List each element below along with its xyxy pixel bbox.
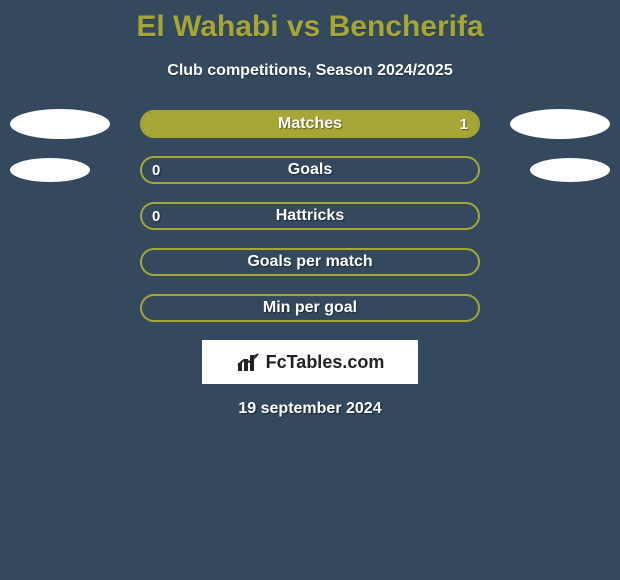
stat-label: Hattricks: [142, 204, 478, 228]
stat-bar: Min per goal: [140, 294, 480, 322]
player-right-marker: [510, 109, 610, 139]
player-left-marker: [10, 109, 110, 139]
stat-label: Min per goal: [142, 296, 478, 320]
stat-row: Hattricks0: [0, 202, 620, 230]
stat-label: Matches: [142, 112, 478, 136]
player-left-marker: [10, 158, 90, 182]
date-text: 19 september 2024: [0, 400, 620, 418]
branding-box: FcTables.com: [202, 340, 418, 384]
chart-icon: [236, 351, 262, 373]
stat-value-right: 1: [450, 112, 478, 136]
stat-value-left: 0: [142, 158, 170, 182]
stat-row: Goals0: [0, 156, 620, 184]
stat-value-left: 0: [142, 204, 170, 228]
stat-row: Matches1: [0, 110, 620, 138]
page-title: El Wahabi vs Bencherifa: [0, 0, 620, 44]
stat-row: Min per goal: [0, 294, 620, 322]
stat-bar: Goals0: [140, 156, 480, 184]
stat-bar: Matches1: [140, 110, 480, 138]
stat-bar: Hattricks0: [140, 202, 480, 230]
player-right-marker: [530, 158, 610, 182]
branding-text: FcTables.com: [266, 352, 385, 373]
stat-label: Goals per match: [142, 250, 478, 274]
stat-bar: Goals per match: [140, 248, 480, 276]
stat-label: Goals: [142, 158, 478, 182]
stat-row: Goals per match: [0, 248, 620, 276]
page-subtitle: Club competitions, Season 2024/2025: [0, 62, 620, 80]
comparison-rows: Matches1Goals0Hattricks0Goals per matchM…: [0, 110, 620, 322]
